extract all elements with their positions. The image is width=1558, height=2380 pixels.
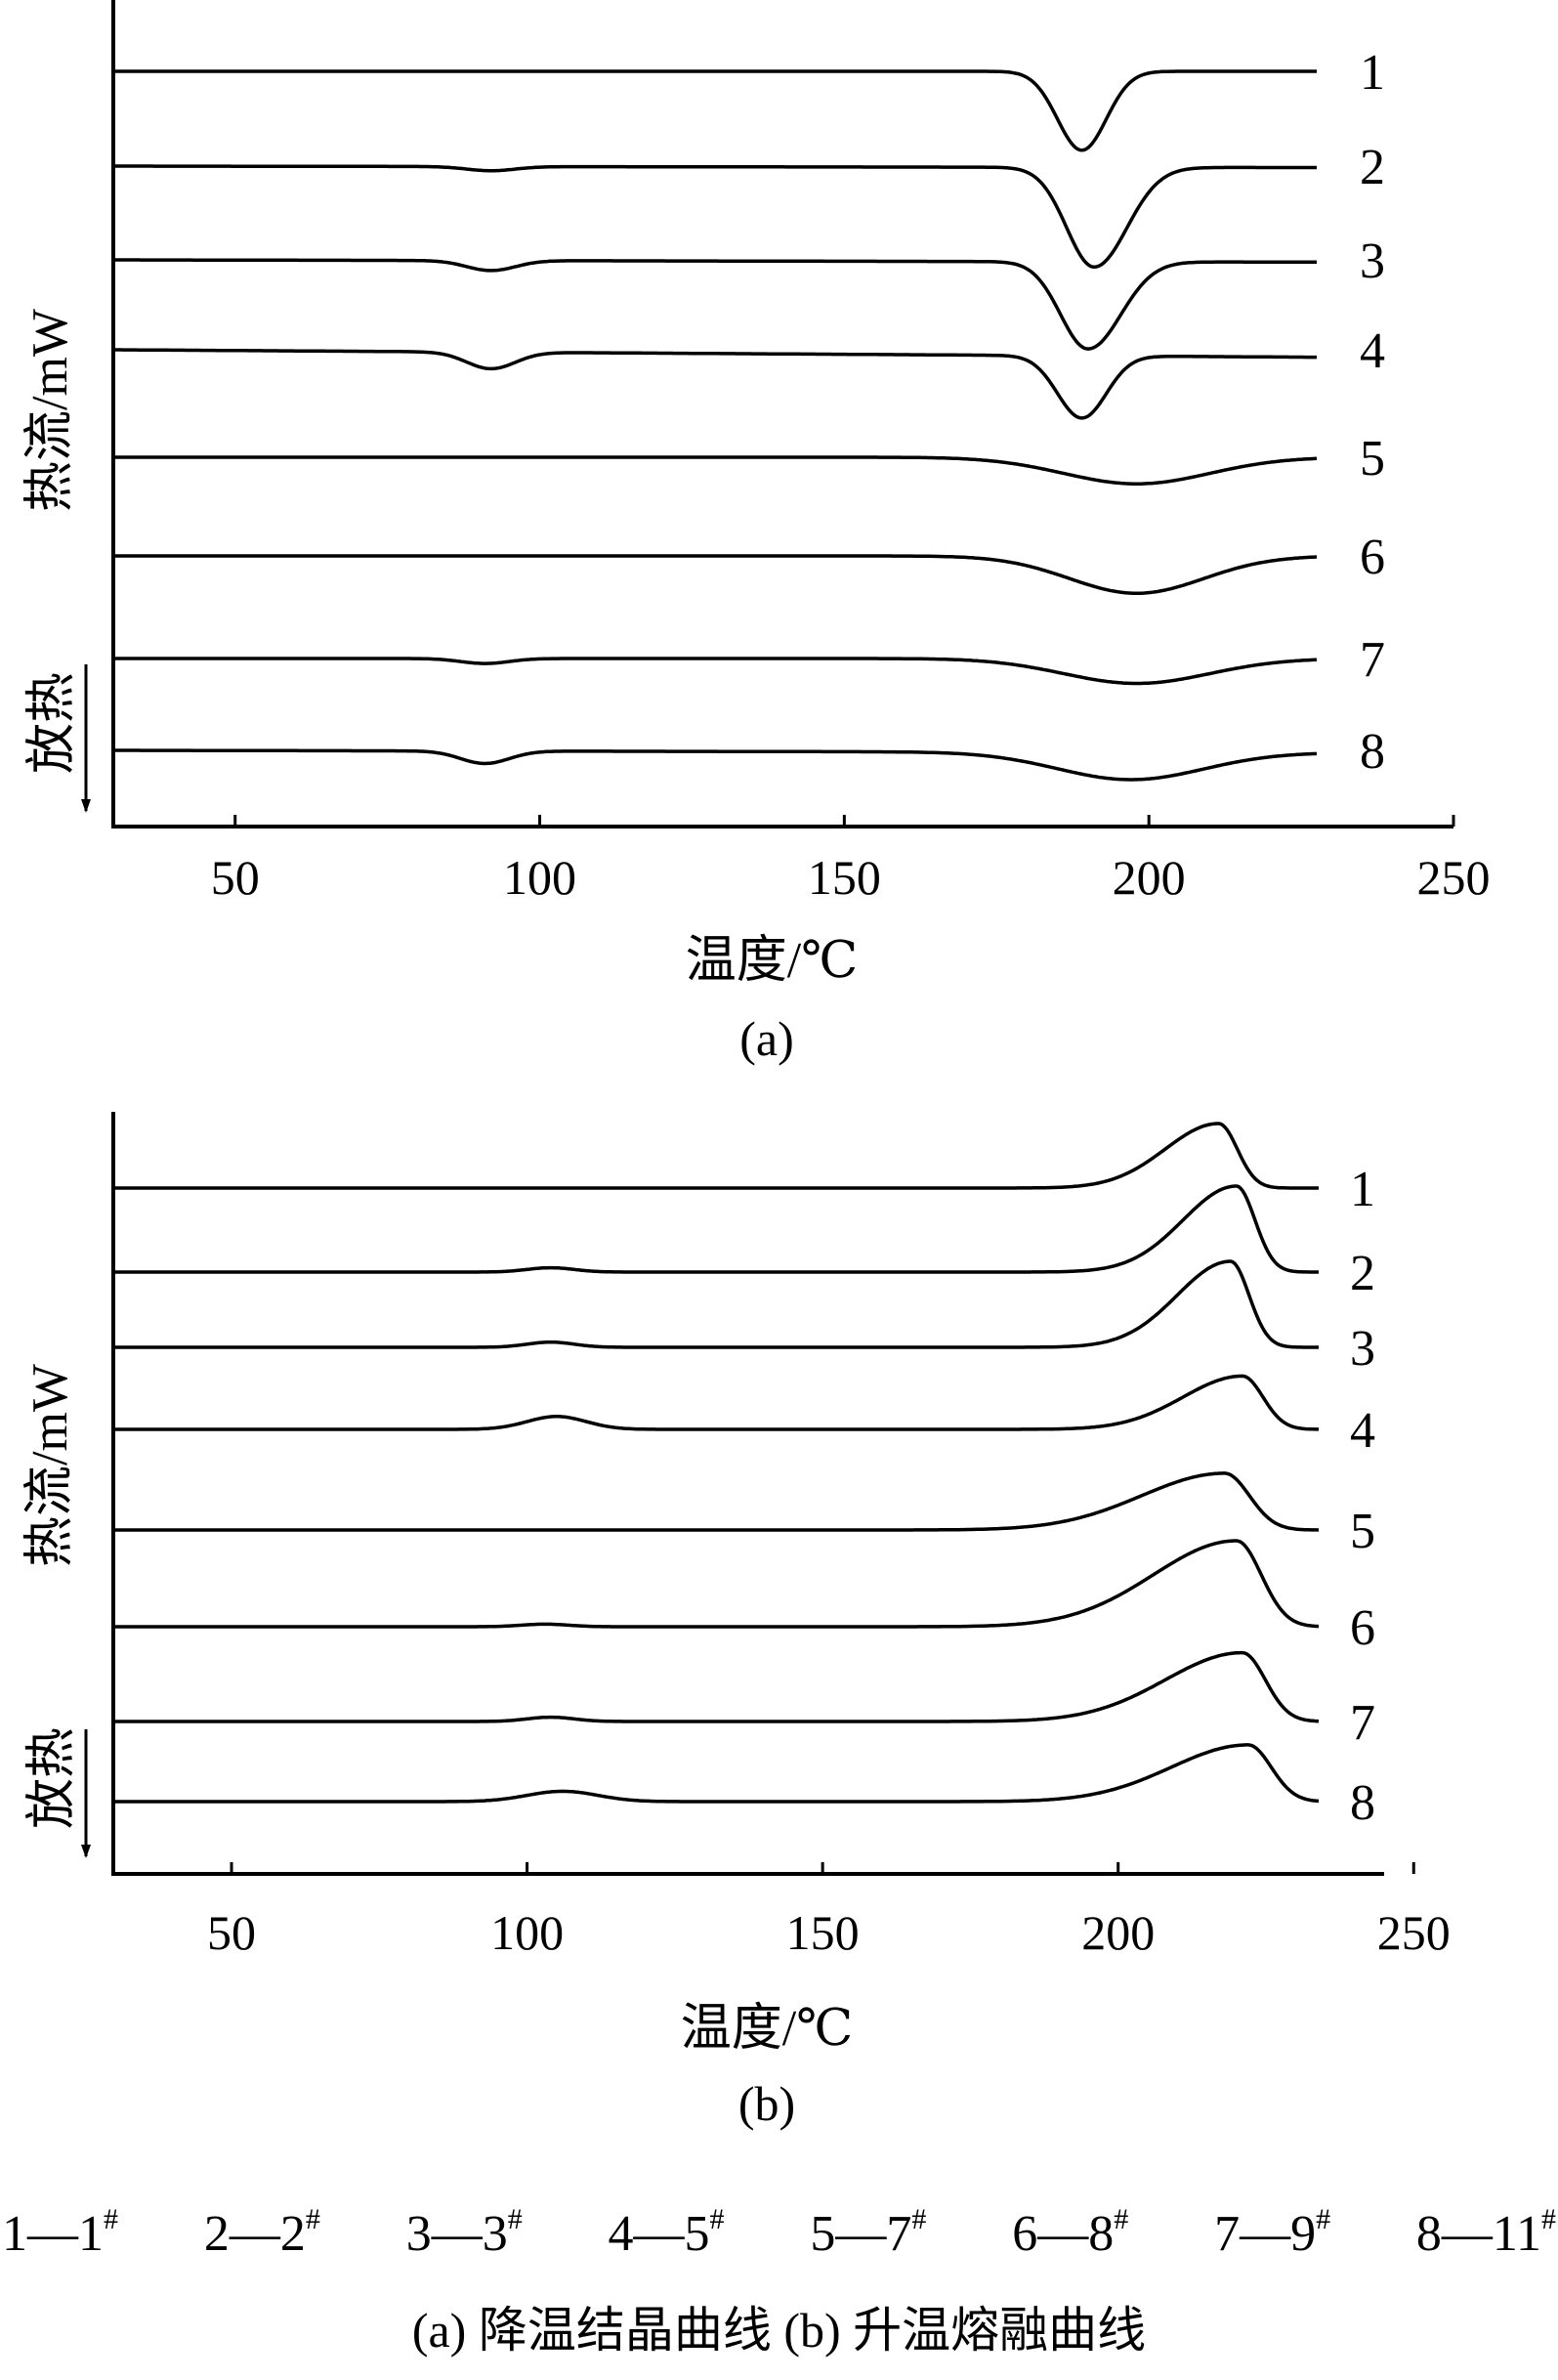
legend-item-mark: # (709, 2203, 725, 2235)
xtick-label: 100 (490, 1905, 564, 1960)
legend-item-mark: # (507, 2203, 523, 2235)
curve-label-3: 3 (1350, 1321, 1375, 1377)
legend-item-mark: # (305, 2203, 320, 2235)
curve-label-7: 7 (1350, 1695, 1375, 1751)
curve-label-1: 1 (1360, 45, 1385, 101)
curve-label-3: 3 (1360, 234, 1385, 289)
curve-label-7: 7 (1360, 632, 1385, 688)
xlabel-a: 温度/℃ (686, 933, 859, 989)
legend-item: 6—8# (1012, 2203, 1129, 2262)
curve-2 (113, 1184, 1319, 1274)
xtick-label: 150 (786, 1905, 860, 1960)
figure-caption: (a) 降温结晶曲线 (b) 升温熔融曲线 (411, 2303, 1147, 2358)
panel-a-crystallization: 1 2 3 4 5 6 7 8 50 100 150 200 250 热流/mW 放热 温度/℃ (a… (22, 0, 1491, 1066)
legend-item: 3—3# (405, 2203, 523, 2262)
legend-item-mark: # (911, 2203, 927, 2235)
legend-item: 7—9# (1214, 2203, 1331, 2262)
ylabel-b: 热流/mW (22, 1364, 78, 1567)
curve-label-5: 5 (1350, 1504, 1375, 1559)
xtick-label: 100 (503, 850, 576, 905)
curve-label-8: 8 (1350, 1775, 1375, 1831)
legend-item-mark: # (1316, 2203, 1331, 2235)
xtick-label: 150 (808, 850, 881, 905)
legend-item-mark: # (1114, 2203, 1129, 2235)
panel-label-b: (b) (738, 2076, 795, 2131)
direction-label-a: 放热 (24, 672, 80, 774)
curve-label-2: 2 (1360, 140, 1385, 195)
curve-label-4: 4 (1350, 1403, 1375, 1459)
panel-b-melting: 1 2 3 4 5 6 7 8 50 100 150 200 250 热流/mW 放热 温度/℃ (b… (22, 1112, 1451, 2131)
legend-item: 1—1# (2, 2203, 118, 2262)
legend-item: 4—5# (608, 2203, 725, 2262)
curve-7 (113, 1650, 1320, 1723)
curve-8 (113, 1743, 1320, 1804)
curve-5 (113, 1471, 1320, 1532)
panel-label-a: (a) (739, 1011, 794, 1066)
legend-item: 2—2# (203, 2203, 320, 2262)
legend-item-mark: # (104, 2203, 118, 2235)
curve-2 (113, 164, 1317, 269)
curve-3 (113, 258, 1317, 351)
legend-item: 5—7# (810, 2203, 927, 2262)
xticks-b: 50 100 150 200 250 (207, 1862, 1451, 1960)
curve-1 (113, 69, 1317, 152)
xtick-label: 200 (1113, 850, 1186, 905)
curve-label-4: 4 (1360, 323, 1385, 379)
legend: 1—1# 2—2# 3—3# 4—5# 5—7# 6—8# 7—9# 8—11# (0, 2203, 1558, 2263)
xlabel-b: 温度/℃ (681, 2001, 854, 2057)
curve-1 (113, 1122, 1319, 1190)
curve-8 (113, 748, 1318, 782)
curve-6 (113, 1539, 1320, 1629)
legend-item: 8—11# (1415, 2203, 1556, 2262)
curve-3 (113, 1259, 1319, 1349)
xtick-label: 50 (207, 1905, 256, 1960)
curves-b: 1 2 3 4 5 6 7 8 (113, 1122, 1375, 1831)
curve-label-1: 1 (1350, 1162, 1375, 1217)
xtick-label: 200 (1081, 1905, 1155, 1960)
curve-label-8: 8 (1360, 724, 1385, 780)
xtick-label: 250 (1377, 1905, 1451, 1960)
curve-label-6: 6 (1350, 1600, 1375, 1656)
curve-label-5: 5 (1360, 431, 1385, 487)
xtick-label: 50 (211, 850, 260, 905)
legend-item-mark: # (1540, 2203, 1556, 2235)
xtick-label: 250 (1417, 850, 1491, 905)
curve-6 (113, 554, 1318, 595)
curve-5 (113, 455, 1318, 486)
curve-4 (113, 1374, 1319, 1431)
curve-7 (113, 657, 1318, 686)
curve-4 (113, 348, 1317, 420)
curve-label-6: 6 (1360, 530, 1385, 585)
xticks-a: 50 100 150 200 250 (211, 815, 1491, 905)
ylabel-a: 热流/mW (22, 309, 78, 512)
curves-a: 1 2 3 4 5 6 7 8 (113, 45, 1385, 782)
curve-label-2: 2 (1350, 1246, 1375, 1301)
direction-label-b: 放热 (24, 1727, 80, 1829)
